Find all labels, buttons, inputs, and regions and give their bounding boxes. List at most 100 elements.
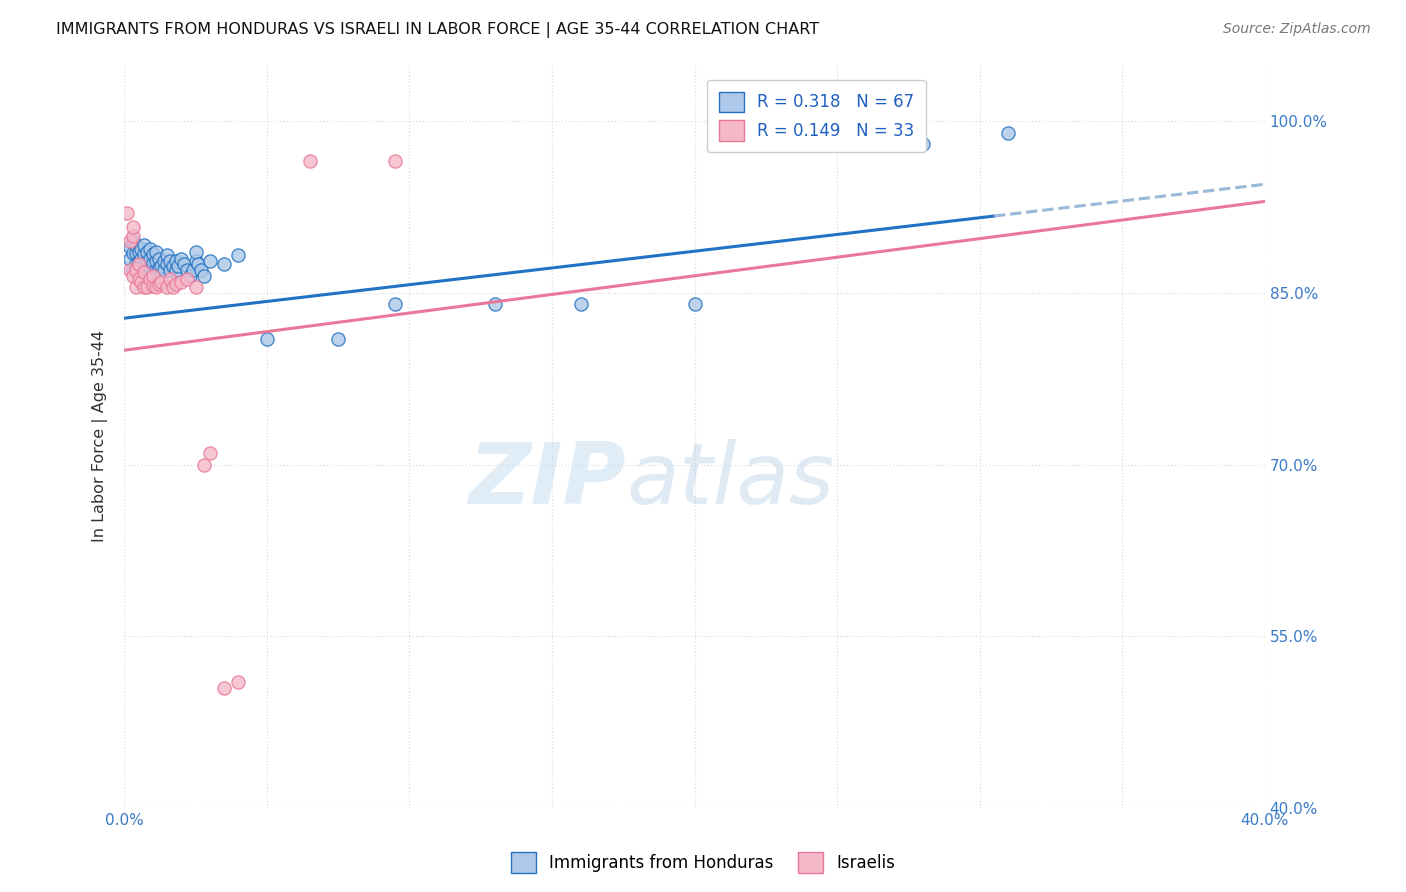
- Point: [136, 280, 159, 294]
- Point: [165, 263, 187, 277]
- Point: [179, 268, 201, 283]
- Point: [145, 254, 167, 268]
- Point: [134, 256, 156, 270]
- Point: [121, 263, 143, 277]
- Text: IMMIGRANTS FROM HONDURAS VS ISRAELI IN LABOR FORCE | AGE 35-44 CORRELATION CHART: IMMIGRANTS FROM HONDURAS VS ISRAELI IN L…: [56, 22, 820, 38]
- Point: [184, 280, 207, 294]
- Point: [153, 263, 176, 277]
- Point: [134, 238, 156, 252]
- Point: [136, 254, 159, 268]
- Point: [131, 252, 153, 266]
- Point: [190, 263, 212, 277]
- Point: [228, 248, 250, 262]
- Point: [128, 257, 150, 271]
- Point: [128, 272, 150, 286]
- Point: [150, 268, 173, 282]
- Point: [118, 263, 141, 277]
- Legend: Immigrants from Honduras, Israelis: Immigrants from Honduras, Israelis: [503, 846, 903, 880]
- Point: [142, 265, 165, 279]
- Point: [825, 126, 848, 140]
- Point: [145, 263, 167, 277]
- Point: [256, 332, 278, 346]
- Point: [136, 244, 159, 259]
- Point: [134, 265, 156, 279]
- Point: [162, 259, 184, 273]
- Point: [170, 252, 193, 266]
- Point: [148, 277, 170, 291]
- Point: [769, 137, 792, 152]
- Point: [193, 268, 215, 283]
- Text: atlas: atlas: [626, 439, 834, 522]
- Point: [125, 257, 148, 271]
- Point: [131, 243, 153, 257]
- Point: [121, 235, 143, 249]
- Point: [165, 254, 187, 268]
- Point: [484, 297, 506, 311]
- Text: Source: ZipAtlas.com: Source: ZipAtlas.com: [1223, 22, 1371, 37]
- Point: [142, 247, 165, 261]
- Point: [150, 259, 173, 273]
- Point: [212, 257, 235, 271]
- Legend: R = 0.318   N = 67, R = 0.149   N = 33: R = 0.318 N = 67, R = 0.149 N = 33: [707, 79, 925, 153]
- Point: [159, 254, 181, 268]
- Point: [176, 272, 198, 286]
- Point: [156, 280, 179, 294]
- Point: [167, 259, 190, 273]
- Point: [142, 256, 165, 270]
- Point: [139, 243, 162, 257]
- Point: [139, 272, 162, 286]
- Point: [173, 257, 195, 271]
- Point: [156, 257, 179, 271]
- Point: [997, 126, 1019, 140]
- Point: [176, 263, 198, 277]
- Point: [153, 254, 176, 268]
- Point: [131, 275, 153, 289]
- Point: [193, 458, 215, 472]
- Point: [125, 263, 148, 277]
- Point: [118, 235, 141, 249]
- Point: [128, 254, 150, 268]
- Point: [121, 219, 143, 234]
- Point: [569, 297, 592, 311]
- Point: [125, 246, 148, 260]
- Point: [150, 275, 173, 289]
- Point: [298, 154, 321, 169]
- Point: [145, 244, 167, 259]
- Point: [228, 675, 250, 690]
- Point: [139, 260, 162, 275]
- Point: [125, 280, 148, 294]
- Point: [134, 247, 156, 261]
- Text: ZIP: ZIP: [468, 439, 626, 522]
- Point: [125, 238, 148, 252]
- Point: [128, 263, 150, 277]
- Point: [115, 206, 138, 220]
- Point: [198, 446, 221, 460]
- Point: [683, 297, 706, 311]
- Point: [328, 332, 350, 346]
- Point: [121, 246, 143, 260]
- Point: [911, 137, 934, 152]
- Point: [134, 265, 156, 279]
- Point: [165, 277, 187, 291]
- Point: [159, 272, 181, 286]
- Point: [128, 244, 150, 259]
- Point: [181, 263, 204, 277]
- Point: [162, 280, 184, 294]
- Point: [131, 260, 153, 275]
- Point: [170, 275, 193, 289]
- Point: [212, 681, 235, 695]
- Point: [145, 280, 167, 294]
- Point: [184, 244, 207, 259]
- Point: [148, 252, 170, 266]
- Point: [184, 254, 207, 268]
- Point: [187, 257, 209, 271]
- Point: [384, 297, 406, 311]
- Point: [156, 248, 179, 262]
- Y-axis label: In Labor Force | Age 35-44: In Labor Force | Age 35-44: [93, 330, 108, 542]
- Point: [142, 279, 165, 293]
- Point: [198, 254, 221, 268]
- Point: [121, 228, 143, 243]
- Point: [148, 260, 170, 275]
- Point: [118, 240, 141, 254]
- Point: [139, 252, 162, 266]
